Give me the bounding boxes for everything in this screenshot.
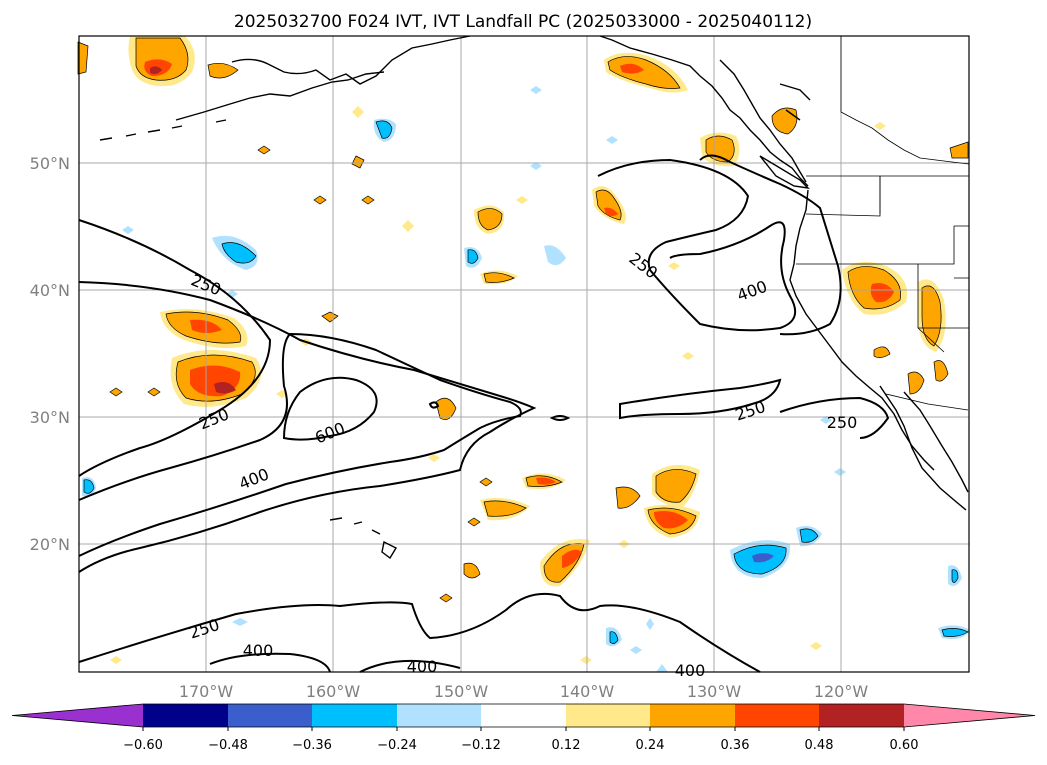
colorbar-bin [143, 704, 228, 727]
vancouver-island [759, 155, 810, 189]
colorbar-tick-label: −0.60 [123, 738, 163, 753]
colorbar-tick-label: 0.12 [552, 738, 581, 753]
colorbar [11, 703, 1036, 728]
shade-region [615, 464, 700, 538]
state-border-id [879, 176, 955, 265]
gulf-of-alaska-coast [599, 35, 809, 187]
shade-region [592, 186, 626, 224]
ivt-contour [78, 332, 522, 557]
coastlines [99, 35, 969, 560]
longitude-labels: 170°W 160°W 150°W 140°W 130°W 120°W [179, 682, 869, 701]
colorbar-tick-label: −0.36 [292, 738, 332, 753]
colorbar-tick-label: −0.12 [461, 738, 501, 753]
ivt-contour [359, 659, 461, 673]
lat-label: 40°N [30, 281, 70, 300]
graticule [79, 36, 969, 672]
hawaii [329, 517, 397, 560]
aleutian-islands [99, 119, 227, 141]
shade-region [128, 36, 195, 87]
alaska-canada-border [840, 36, 970, 165]
ivt-contour [549, 415, 571, 421]
ivt-contour [209, 652, 331, 673]
colorbar-bin [735, 704, 819, 727]
contour-label: 400 [675, 661, 706, 680]
bc-coast [719, 59, 807, 183]
ivt-probability-shading [77, 36, 970, 672]
colorbar-tick-label: 0.48 [805, 738, 834, 753]
colorbar-tick-label: 0.24 [636, 738, 665, 753]
colorbar-bin [819, 704, 904, 727]
colorbar-bin [228, 704, 312, 727]
yukon-inland [779, 83, 811, 121]
alaska-peninsula [175, 71, 385, 121]
colorbar-bin [566, 704, 650, 727]
baja-coast [879, 385, 967, 511]
political-borders [796, 36, 970, 411]
ivt-contour [779, 396, 890, 439]
lon-label: 160°W [306, 682, 361, 701]
ivt-contour [78, 219, 272, 477]
colorbar-tick-label: −0.48 [208, 738, 248, 753]
state-border-mt [954, 225, 969, 279]
colorbar-tick-label: −0.24 [377, 738, 417, 753]
lon-label: 120°W [814, 682, 869, 701]
mexico-border [885, 393, 969, 411]
ivt-contour [78, 592, 761, 673]
contour-label: 400 [243, 641, 274, 660]
shade-region [160, 309, 262, 407]
colorbar-extend-min [12, 704, 143, 727]
gulf-of-california [903, 391, 969, 493]
ivt-contour [78, 281, 537, 573]
ivt-contour [699, 154, 842, 336]
map-frame [78, 35, 970, 673]
colorbar-bin [397, 704, 481, 727]
ivt-contour [282, 376, 378, 441]
shade-region [82, 118, 970, 647]
shade-region [435, 205, 590, 587]
ivt-contour [428, 401, 440, 409]
lon-label: 170°W [179, 682, 234, 701]
lon-label: 130°W [687, 682, 742, 701]
contour-label: 250 [827, 413, 858, 432]
colorbar-bin [481, 704, 566, 727]
colorbar-tick-label: 0.36 [721, 738, 750, 753]
shade-region [604, 52, 688, 93]
contour-label: 400 [407, 657, 438, 676]
map-title: 2025032700 F024 IVT, IVT Landfall PC (20… [234, 12, 812, 32]
shade-region [842, 261, 949, 395]
colorbar-tick-label: 0.60 [890, 738, 919, 753]
colorbar-ticks: −0.60 −0.48 −0.36 −0.24 −0.12 0.12 0.24 0.36 0.4… [123, 727, 918, 753]
us-west-coast [789, 189, 935, 471]
colorbar-extend-max [904, 704, 1035, 727]
shade-markers [109, 86, 886, 672]
lat-label: 20°N [30, 535, 70, 554]
lon-label: 140°W [560, 682, 615, 701]
ivt-contour [619, 378, 782, 420]
alaska-coast [231, 35, 471, 85]
colorbar-bin [312, 704, 397, 727]
lat-label: 30°N [30, 408, 70, 427]
lon-label: 150°W [434, 682, 489, 701]
shade-region [77, 41, 239, 79]
colorbar-bin [650, 704, 735, 727]
ivt-contour [597, 158, 797, 332]
latitude-labels: 50°N 40°N 30°N 20°N [30, 154, 70, 554]
lat-label: 50°N [30, 154, 70, 173]
ivt-contours [78, 154, 890, 673]
